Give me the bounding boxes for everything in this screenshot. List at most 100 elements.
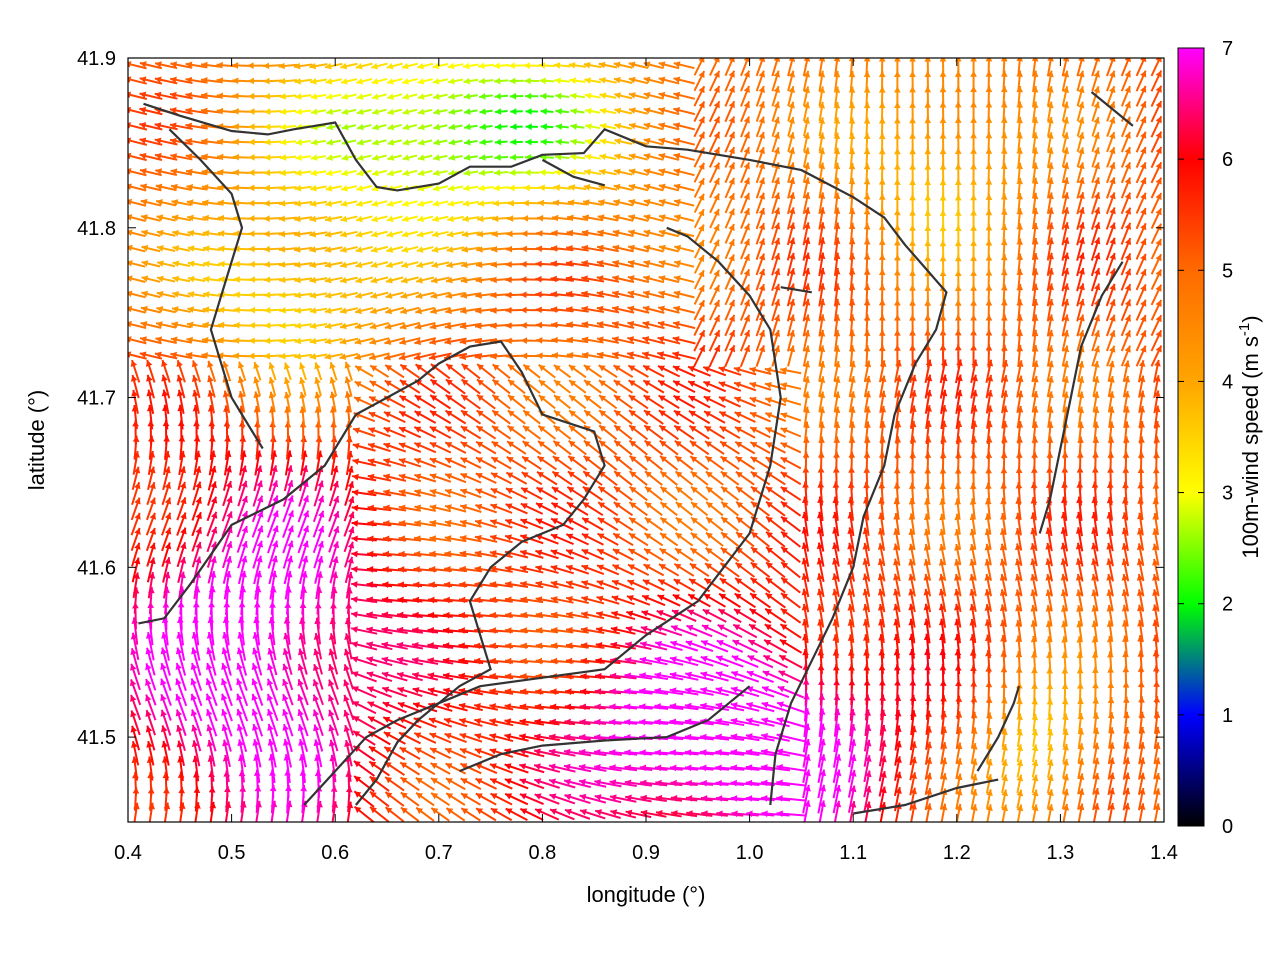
- wind-vector: [249, 337, 267, 344]
- colorbar-tick-label: 1: [1222, 705, 1233, 727]
- wind-vector: [645, 518, 663, 531]
- wind-vector: [418, 124, 432, 131]
- wind-vector: [356, 246, 373, 253]
- wind-vector: [221, 694, 232, 721]
- wind-vector: [539, 380, 555, 393]
- wind-vector: [523, 441, 541, 454]
- wind-vector: [599, 410, 616, 424]
- contour-line: [460, 686, 750, 771]
- wind-vector: [234, 307, 251, 314]
- wind-vector: [268, 526, 279, 553]
- wind-vector: [569, 441, 587, 455]
- wind-vector: [721, 502, 738, 516]
- wind-vector: [584, 62, 602, 69]
- wind-vector: [1031, 651, 1038, 671]
- wind-vector: [388, 139, 402, 146]
- y-axis-ticks: 41.541.641.741.841.9: [77, 48, 1164, 749]
- wind-vector: [508, 200, 526, 207]
- wind-vector: [493, 364, 510, 378]
- wind-vector: [448, 93, 462, 100]
- wind-vector: [433, 185, 448, 192]
- wind-vector: [939, 649, 946, 674]
- wind-vector: [402, 78, 417, 85]
- wind-vector: [299, 363, 306, 380]
- wind-vector: [295, 78, 312, 85]
- wind-vector: [223, 770, 230, 797]
- wind-vector: [448, 63, 463, 70]
- colorbar-tick-label: 5: [1222, 260, 1233, 282]
- wind-vector: [431, 364, 450, 378]
- wind-vector: [1046, 652, 1053, 672]
- wind-vector: [630, 471, 648, 485]
- wind-vector: [940, 240, 947, 258]
- wind-vector: [645, 456, 663, 470]
- wind-vector: [721, 457, 739, 470]
- wind-vector: [248, 139, 266, 146]
- wind-vector: [584, 410, 601, 423]
- wind-vector: [1122, 651, 1129, 672]
- wind-vector: [253, 481, 262, 507]
- wind-vector: [584, 395, 601, 408]
- colorbar: [1178, 48, 1204, 826]
- wind-vector: [781, 547, 800, 562]
- wind-vector: [599, 471, 617, 485]
- wind-vector: [766, 562, 785, 577]
- wind-vector: [432, 246, 449, 253]
- wind-vector: [645, 471, 662, 485]
- wind-vector: [279, 307, 296, 314]
- wind-vector: [614, 502, 633, 515]
- wind-vector: [599, 425, 616, 439]
- wind-vector: [175, 694, 186, 721]
- wind-vector: [570, 123, 584, 130]
- y-axis-label: latitude (°): [24, 390, 49, 491]
- wind-vector: [233, 322, 251, 329]
- wind-vector: [614, 425, 632, 439]
- wind-vector: [311, 93, 327, 100]
- wind-vector: [372, 124, 386, 131]
- wind-vector: [341, 78, 357, 85]
- wind-vector: [524, 78, 539, 85]
- wind-vector: [236, 678, 247, 705]
- wind-vector: [326, 93, 341, 100]
- wind-vector: [568, 456, 586, 470]
- wind-vector: [554, 62, 571, 69]
- wind-vector: [294, 231, 312, 238]
- wind-vector: [403, 170, 418, 177]
- wind-vector: [371, 292, 389, 299]
- x-tick-label: 0.6: [321, 842, 349, 864]
- wind-vector: [449, 124, 463, 131]
- wind-vector: [510, 108, 523, 115]
- wind-vector: [356, 200, 372, 207]
- wind-vector: [310, 216, 328, 223]
- wind-vector: [447, 231, 464, 238]
- wind-vector: [314, 511, 325, 537]
- wind-vector: [264, 169, 282, 176]
- wind-vector: [126, 260, 145, 267]
- wind-vector: [401, 277, 419, 284]
- wind-vector: [356, 262, 373, 269]
- wind-vector: [510, 93, 523, 100]
- wind-vector: [776, 810, 805, 817]
- wind-vector: [541, 123, 554, 130]
- wind-vector: [670, 641, 697, 651]
- wind-vector: [477, 379, 495, 393]
- wind-vector: [614, 395, 632, 408]
- wind-vector: [849, 163, 856, 182]
- wind-vector: [676, 502, 692, 515]
- wind-vector: [894, 649, 901, 674]
- y-tick-label: 41.8: [77, 218, 116, 240]
- wind-vector: [569, 410, 586, 423]
- wind-vector: [510, 154, 523, 161]
- wind-vector: [294, 246, 312, 253]
- wind-vector: [1092, 652, 1099, 672]
- wind-vector: [433, 139, 447, 146]
- wind-vector: [555, 93, 569, 100]
- wind-vector: [402, 231, 418, 238]
- wind-vector: [463, 200, 479, 207]
- wind-vector: [766, 532, 785, 547]
- wind-vector: [849, 71, 856, 91]
- wind-vector: [524, 62, 540, 69]
- wind-vector: [372, 78, 387, 85]
- wind-vector: [1017, 760, 1024, 778]
- wind-vector: [747, 671, 774, 682]
